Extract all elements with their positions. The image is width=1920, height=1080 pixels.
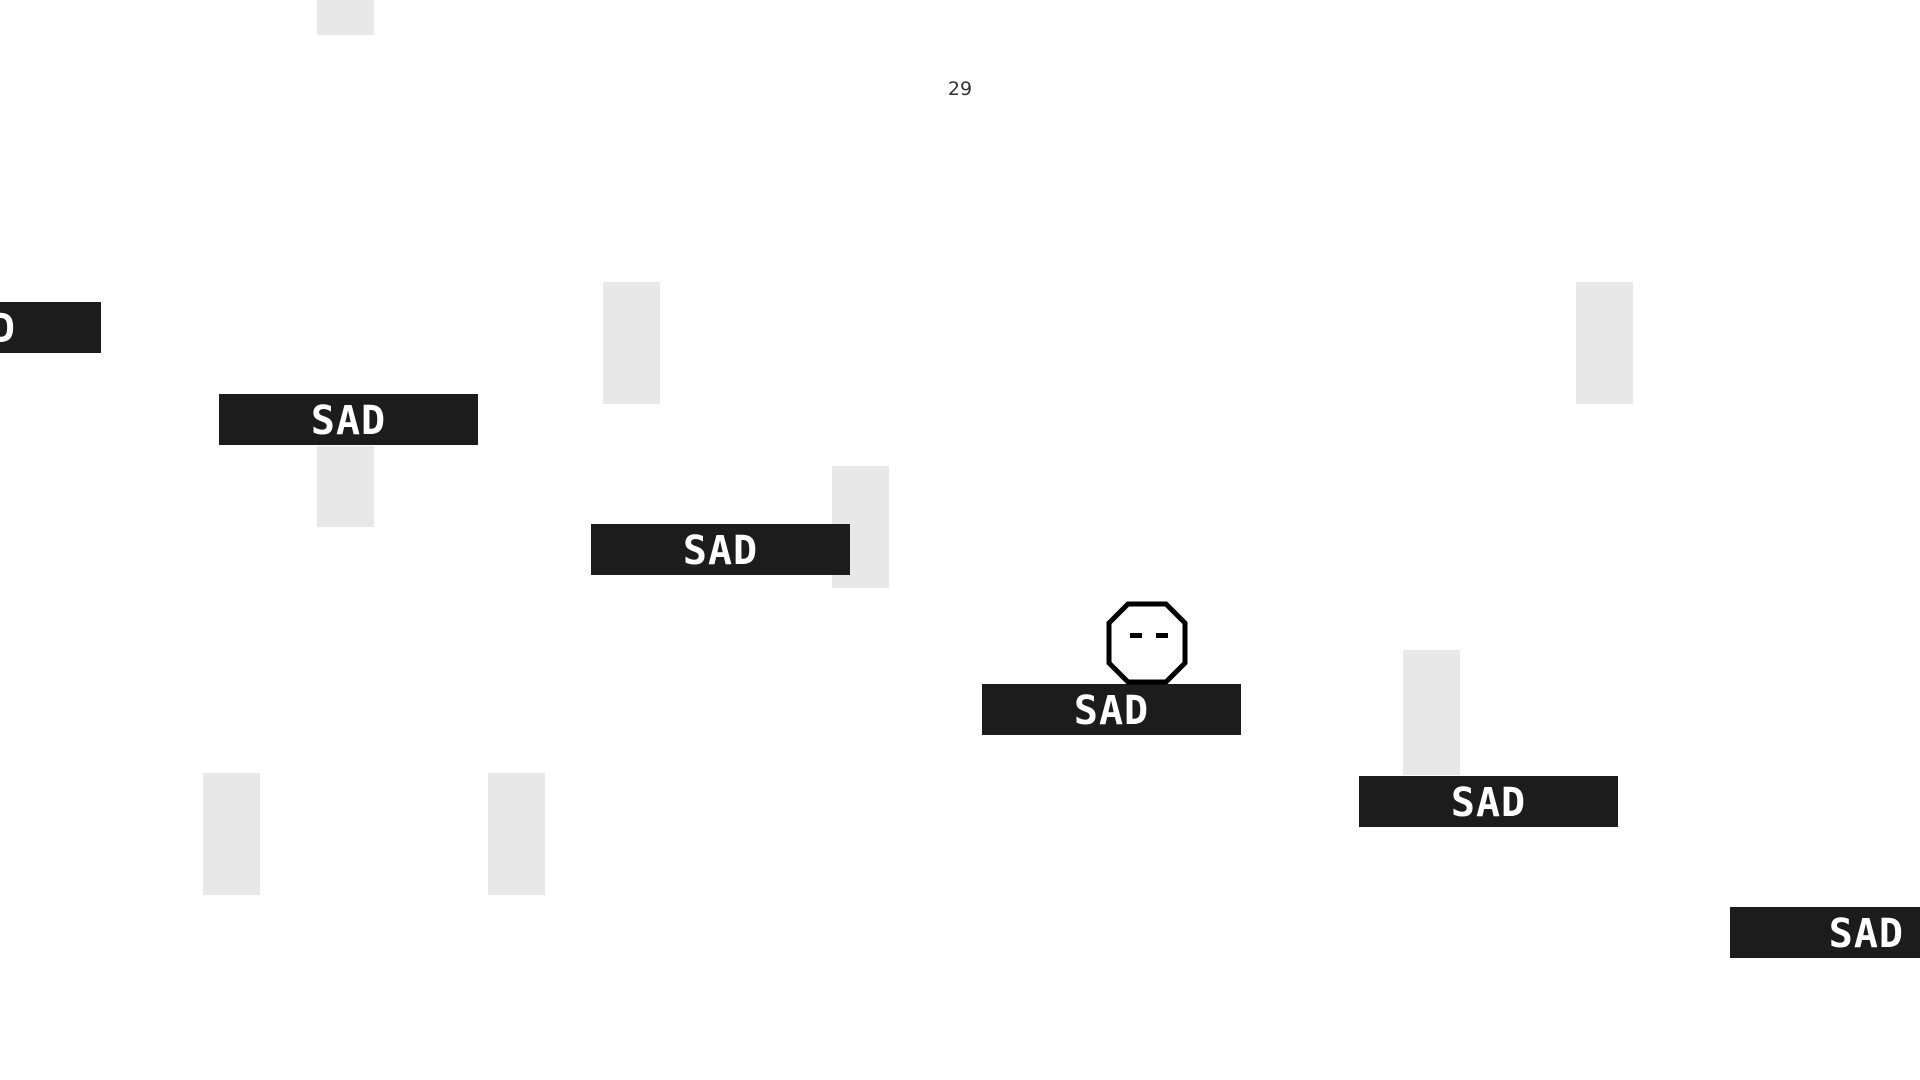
background-pillar (317, 0, 374, 35)
platform-label: SAD (1828, 910, 1904, 957)
platform-partial-right: SAD (1730, 907, 1920, 958)
platform-label: D (0, 305, 16, 352)
platform-label: SAD (310, 397, 387, 444)
platform-partial-left: D (0, 302, 101, 353)
platform-label: SAD (682, 527, 759, 574)
background-pillar (603, 282, 660, 404)
background-pillar (317, 446, 374, 527)
background-pillar (1403, 650, 1460, 775)
background-pillar (1576, 282, 1633, 404)
platform-label: SAD (1450, 779, 1527, 826)
player-character (1104, 601, 1190, 687)
platform: SAD (219, 394, 478, 445)
background-pillar (488, 773, 545, 895)
platform: SAD (1359, 776, 1618, 827)
sad-face-icon (1106, 601, 1188, 685)
platform-label: SAD (1073, 687, 1150, 734)
platform: SAD (591, 524, 850, 575)
platform-under-player: SAD (982, 684, 1241, 735)
background-pillar (203, 773, 260, 895)
score-counter: 29 (947, 78, 973, 100)
